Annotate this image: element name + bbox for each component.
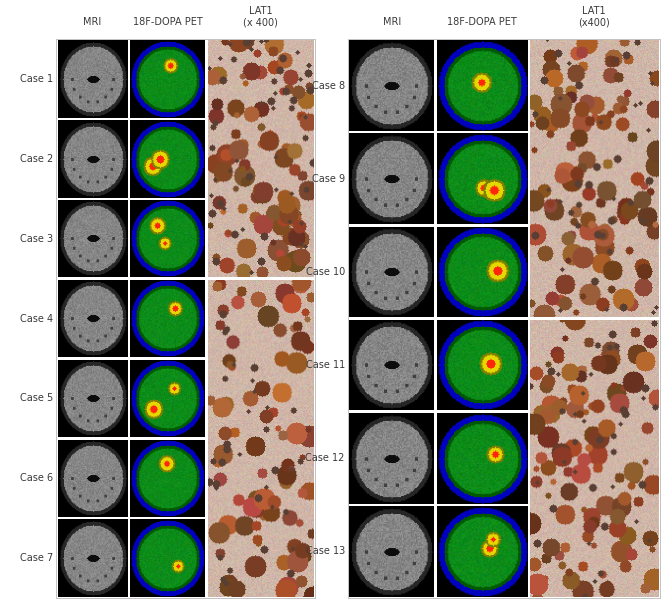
Text: Case 1: Case 1 [20,74,53,84]
Text: Case 3: Case 3 [20,234,53,243]
Text: LAT1
(x 400): LAT1 (x 400) [243,6,278,27]
Text: Case 12: Case 12 [306,453,345,463]
Text: Case 9: Case 9 [312,174,345,184]
Text: Case 6: Case 6 [20,473,53,483]
Text: MRI: MRI [84,17,101,27]
Text: Case 2: Case 2 [20,154,53,164]
Text: Case 11: Case 11 [306,360,345,370]
Text: Case 7: Case 7 [20,553,53,563]
Text: Case 13: Case 13 [306,546,345,557]
Text: 18F-DOPA PET: 18F-DOPA PET [447,17,517,27]
Text: MRI: MRI [383,17,401,27]
Text: Case 5: Case 5 [20,394,53,403]
Text: 18F-DOPA PET: 18F-DOPA PET [133,17,202,27]
Text: LAT1
(x400): LAT1 (x400) [578,6,610,27]
Text: Case 10: Case 10 [306,267,345,277]
Text: Case 8: Case 8 [312,81,345,91]
Text: Case 4: Case 4 [20,314,53,323]
